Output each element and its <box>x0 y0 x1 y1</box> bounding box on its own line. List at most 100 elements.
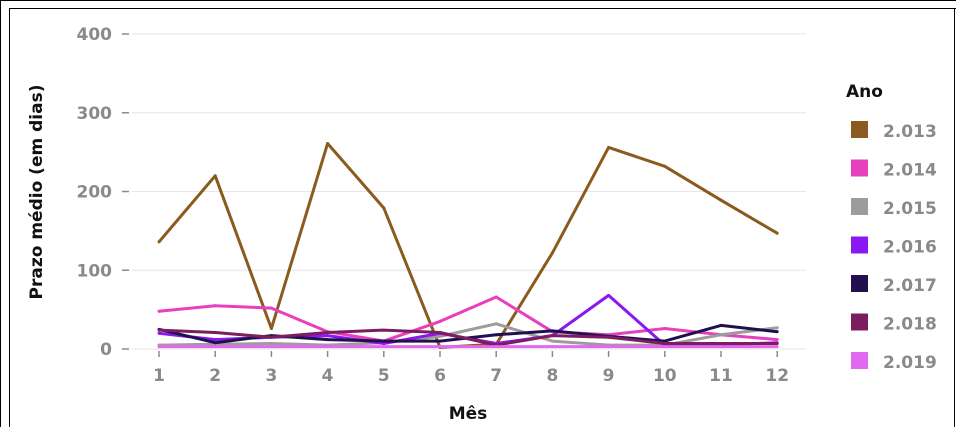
data-point-2.016-5 <box>382 341 386 345</box>
x-tick-label: 10 <box>653 366 677 386</box>
data-point-2.013-3 <box>269 327 273 331</box>
data-point-2.019-8 <box>550 345 554 349</box>
x-tick-label: 1 <box>153 366 165 386</box>
x-tick-label: 9 <box>603 366 615 386</box>
data-point-2.016-9 <box>607 293 611 297</box>
legend-swatch-2.013 <box>851 121 868 138</box>
x-tick-label: 7 <box>490 366 502 386</box>
data-point-2.017-11 <box>719 323 723 327</box>
grid-lines <box>132 33 806 350</box>
legend-swatch-2.019 <box>851 352 868 369</box>
data-point-2.014-1 <box>157 309 161 313</box>
data-point-2.013-9 <box>607 145 611 149</box>
legend-label: 2.018 <box>883 315 937 335</box>
data-point-2.017-8 <box>550 329 554 333</box>
frame-right-border <box>954 8 955 427</box>
data-point-2.018-5 <box>382 328 386 332</box>
data-point-2.018-10 <box>663 341 667 345</box>
x-tick-label: 12 <box>765 366 789 386</box>
data-point-2.015-3 <box>269 341 273 345</box>
y-tick-label: 200 <box>77 183 113 203</box>
data-point-2.013-10 <box>663 164 667 168</box>
y-tick-label: 0 <box>100 340 112 360</box>
data-point-2.019-5 <box>382 345 386 349</box>
data-point-2.015-11 <box>719 333 723 337</box>
data-point-2.019-6 <box>438 345 442 349</box>
frame-inner-top-border <box>10 8 956 9</box>
series-line-2.018 <box>158 328 778 347</box>
data-point-2.018-1 <box>157 328 161 332</box>
data-point-2.013-11 <box>719 198 723 202</box>
data-point-2.019-2 <box>213 345 217 349</box>
data-point-2.015-6 <box>438 334 442 338</box>
data-point-2.019-12 <box>775 345 779 349</box>
data-point-2.017-2 <box>213 341 217 345</box>
data-point-2.013-1 <box>157 240 161 244</box>
data-point-2.017-4 <box>326 338 330 342</box>
data-point-2.018-3 <box>269 335 273 339</box>
legend-label: 2.013 <box>883 122 937 142</box>
data-point-2.014-2 <box>213 304 217 308</box>
y-tick-label: 100 <box>77 261 113 281</box>
legend-label: 2.019 <box>883 353 937 373</box>
x-tick-label: 2 <box>209 366 221 386</box>
data-point-2.018-4 <box>326 330 330 334</box>
data-point-2.015-8 <box>550 339 554 343</box>
data-point-2.018-12 <box>775 341 779 345</box>
data-point-2.017-6 <box>438 339 442 343</box>
data-point-2.014-12 <box>775 338 779 342</box>
legend: Ano 2.013 2.014 2.015 2.016 2.017 2.018 2.019 <box>846 82 937 373</box>
x-tick-label: 11 <box>709 366 733 386</box>
x-axis-title: Mês <box>449 404 488 424</box>
data-point-2.016-4 <box>326 334 330 338</box>
data-point-2.019-10 <box>663 345 667 349</box>
frame-left-border <box>0 0 1 427</box>
data-point-2.013-12 <box>775 231 779 235</box>
data-point-2.014-10 <box>663 327 667 331</box>
data-point-2.014-6 <box>438 319 442 323</box>
data-point-2.019-11 <box>719 345 723 349</box>
series-line-2.014 <box>158 295 778 343</box>
data-point-2.016-2 <box>213 338 217 342</box>
data-point-2.018-2 <box>213 330 217 334</box>
legend-swatch-2.017 <box>851 275 868 292</box>
data-point-2.019-7 <box>494 345 498 349</box>
frame-top-border <box>0 0 956 9</box>
data-point-2.019-4 <box>326 345 330 349</box>
legend-swatch-2.018 <box>851 313 868 331</box>
legend-swatch-2.016 <box>851 236 868 254</box>
y-axis-ticks: 0 100 200 300 400 <box>77 25 129 360</box>
y-axis-title: Prazo médio (em dias) <box>27 85 47 300</box>
legend-label: 2.014 <box>883 161 937 181</box>
data-point-2.015-7 <box>494 322 498 326</box>
data-point-2.017-7 <box>494 333 498 337</box>
y-tick-label: 400 <box>77 25 113 45</box>
legend-label: 2.015 <box>883 199 937 219</box>
data-point-2.019-3 <box>269 345 273 349</box>
data-point-2.017-10 <box>663 339 667 343</box>
x-axis-ticks: 1 2 3 4 5 6 7 8 9 10 11 12 <box>153 351 789 386</box>
data-point-2.016-1 <box>157 331 161 335</box>
legend-label: 2.016 <box>883 238 937 258</box>
data-point-2.017-12 <box>775 330 779 334</box>
data-point-2.018-11 <box>719 341 723 345</box>
data-point-2.013-5 <box>382 206 386 210</box>
x-tick-label: 4 <box>322 366 334 386</box>
data-point-2.013-2 <box>213 174 217 178</box>
data-point-2.019-1 <box>157 345 161 349</box>
data-point-2.018-9 <box>607 335 611 339</box>
data-point-2.018-8 <box>550 334 554 338</box>
series-line-2.013 <box>157 142 778 349</box>
data-point-2.017-5 <box>382 339 386 343</box>
frame-inner-left-border <box>9 8 10 427</box>
data-point-2.019-9 <box>607 345 611 349</box>
series-lines <box>157 141 779 349</box>
legend-label: 2.017 <box>883 276 937 296</box>
data-point-2.013-8 <box>550 251 554 255</box>
x-tick-label: 8 <box>546 366 558 386</box>
x-tick-label: 5 <box>378 366 390 386</box>
data-point-2.013-4 <box>326 141 330 145</box>
legend-title: Ano <box>846 82 883 102</box>
data-point-2.015-12 <box>775 326 779 330</box>
